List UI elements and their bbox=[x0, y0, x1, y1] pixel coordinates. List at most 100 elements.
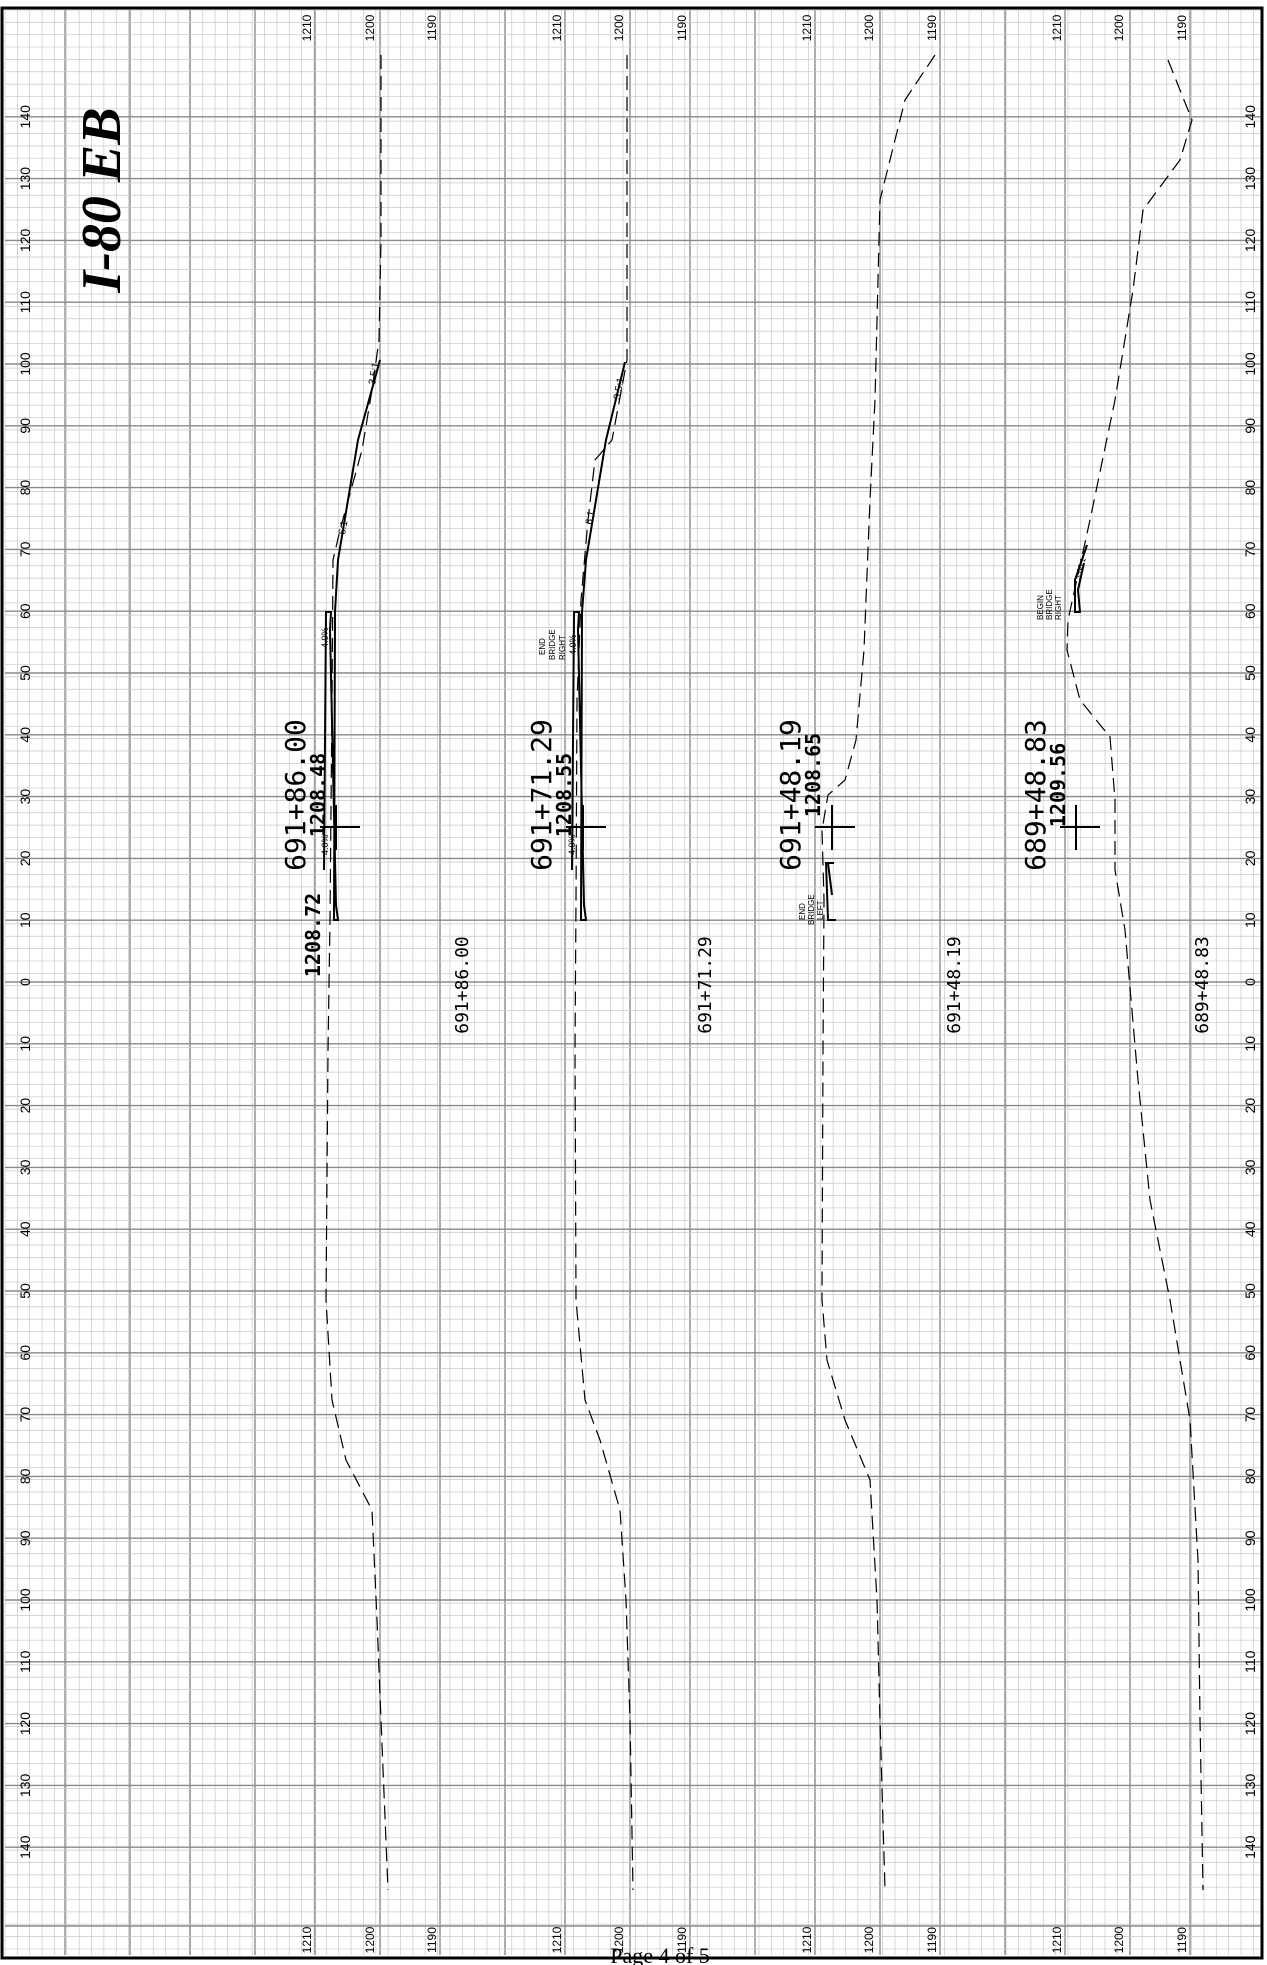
elevation-ticks: 1210 1210 1200 1200 1190 1190 1210 1210 1200 1200… bbox=[300, 14, 1189, 1953]
elevation-tick-label: 1190 bbox=[675, 1927, 689, 1953]
note-3a: END bbox=[798, 903, 807, 920]
offset-tick-label: 120 bbox=[17, 229, 33, 253]
sheet-border bbox=[0, 6, 1264, 1960]
offset-tick-label: 70 bbox=[1242, 1407, 1258, 1423]
centerline-mark-1 bbox=[320, 805, 360, 850]
offset-tick-label: 50 bbox=[17, 665, 33, 681]
elevation-tick-label: 1190 bbox=[925, 1927, 939, 1953]
elevation-tick-label: 1210 bbox=[550, 1926, 564, 1953]
slope-label-2a: 3.5:1 bbox=[612, 376, 627, 400]
offset-tick-label: 20 bbox=[17, 850, 33, 866]
elevation-tick-label: 1190 bbox=[425, 1927, 439, 1953]
offset-tick-label: 0 bbox=[1242, 978, 1258, 986]
offset-tick-label: 90 bbox=[1242, 418, 1258, 434]
elevation-tick-label: 1200 bbox=[1112, 14, 1126, 41]
proposed-section-2 bbox=[571, 361, 626, 921]
elevation-tick-label: 1200 bbox=[612, 14, 626, 41]
center-elev-3: 1208.65 bbox=[801, 733, 825, 817]
offset-tick-label: 80 bbox=[17, 480, 33, 496]
offset-tick-label: 70 bbox=[17, 1407, 33, 1423]
elevation-tick-label: 1190 bbox=[1175, 1927, 1189, 1953]
offset-tick-label: 120 bbox=[1242, 229, 1258, 253]
offset-tick-label: 140 bbox=[17, 1835, 33, 1859]
slope-label-1c: 4.0% bbox=[320, 627, 330, 648]
offset-tick-label: 40 bbox=[17, 1221, 33, 1237]
station-1: 691+86.00 bbox=[279, 719, 312, 871]
proposed-section-4 bbox=[1074, 544, 1088, 613]
existing-ground-line-4 bbox=[1066, 59, 1204, 1891]
offset-tick-label: 80 bbox=[17, 1468, 33, 1484]
centerline-mark-4 bbox=[1060, 805, 1100, 850]
slope-label-1a: 3.5:1 bbox=[367, 361, 382, 385]
elevation-tick-label: 1200 bbox=[363, 14, 377, 41]
offset-tick-label: 60 bbox=[17, 1345, 33, 1361]
elevation-tick-label: 1200 bbox=[612, 1926, 626, 1953]
note-4b: BRIDGE bbox=[1045, 589, 1054, 620]
offset-tick-label: 90 bbox=[1242, 1530, 1258, 1546]
offset-tick-label: 130 bbox=[17, 1774, 33, 1798]
elevation-tick-label: 1210 bbox=[800, 1926, 814, 1953]
center-elev-4: 1209.56 bbox=[1046, 743, 1070, 827]
offset-tick-label: 30 bbox=[17, 789, 33, 805]
offset-tick-label: 130 bbox=[17, 167, 33, 191]
offset-tick-label: 100 bbox=[17, 1588, 33, 1612]
elevation-tick-label: 1190 bbox=[1175, 15, 1189, 41]
section-3: 691+48.19 1208.65 END BRIDGE LEFT 691+48… bbox=[774, 54, 965, 1891]
offset-tick-label: 140 bbox=[1242, 1835, 1258, 1859]
bottom-station-3: 691+48.19 bbox=[944, 936, 965, 1034]
offset-tick-label: 20 bbox=[1242, 850, 1258, 866]
offset-tick-label: 90 bbox=[17, 1530, 33, 1546]
center-elev-1: 1208.48 bbox=[306, 753, 330, 837]
bottom-station-1: 691+86.00 bbox=[452, 936, 473, 1034]
offset-tick-label: 20 bbox=[1242, 1098, 1258, 1114]
offset-tick-label: 110 bbox=[1242, 291, 1258, 314]
offset-tick-label: 130 bbox=[1242, 1774, 1258, 1798]
grid bbox=[4, 9, 1262, 1955]
station-3: 691+48.19 bbox=[774, 719, 807, 871]
elevation-tick-label: 1200 bbox=[363, 1926, 377, 1953]
bottom-station-4: 689+48.83 bbox=[1192, 936, 1213, 1034]
slope-label-1b: 6:1 bbox=[337, 519, 350, 535]
slope-label-2d: 4.0% bbox=[567, 834, 577, 855]
offset-tick-label: 20 bbox=[17, 1098, 33, 1114]
centerline-mark-3 bbox=[815, 805, 855, 850]
offset-tick-label: 10 bbox=[1242, 1036, 1258, 1052]
offset-tick-label: 30 bbox=[1242, 1159, 1258, 1175]
offset-tick-label: 40 bbox=[1242, 727, 1258, 743]
elevation-tick-label: 1190 bbox=[425, 15, 439, 41]
offset-tick-label: 60 bbox=[17, 603, 33, 619]
offset-tick-label: 90 bbox=[17, 418, 33, 434]
offset-tick-label: 110 bbox=[17, 291, 33, 314]
offset-tick-label: 70 bbox=[1242, 541, 1258, 557]
offset-tick-label: 60 bbox=[1242, 1345, 1258, 1361]
elevation-tick-label: 1190 bbox=[675, 15, 689, 41]
slope-label-1d: 4.0% bbox=[320, 834, 330, 855]
elevation-tick-label: 1210 bbox=[800, 14, 814, 41]
offset-tick-label: 80 bbox=[1242, 480, 1258, 496]
existing-ground-line-1 bbox=[325, 55, 389, 1891]
offset-tick-label: 0 bbox=[17, 978, 33, 986]
offset-tick-label: 110 bbox=[1242, 1650, 1258, 1673]
offset-tick-label: 140 bbox=[17, 105, 33, 129]
section-1: 691+86.00 1208.48 1208.72 3.5:1 6:1 4.0%… bbox=[279, 55, 473, 1891]
centerline-mark-2 bbox=[566, 805, 606, 850]
offset-tick-label: 40 bbox=[1242, 1221, 1258, 1237]
elevation-tick-label: 1200 bbox=[862, 14, 876, 41]
offset-tick-label: 50 bbox=[17, 1283, 33, 1299]
center-elev-2: 1208.55 bbox=[552, 753, 576, 837]
elevation-tick-label: 1190 bbox=[925, 15, 939, 41]
offset-tick-label: 130 bbox=[1242, 167, 1258, 191]
edge-elev-1: 1208.72 bbox=[301, 893, 325, 977]
offset-tick-label: 100 bbox=[1242, 1588, 1258, 1612]
note-3b: BRIDGE bbox=[807, 894, 816, 925]
offset-tick-label: 120 bbox=[1242, 1712, 1258, 1736]
elevation-tick-label: 1200 bbox=[862, 1926, 876, 1953]
offset-tick-label: 120 bbox=[17, 1712, 33, 1736]
elevation-tick-label: 1210 bbox=[300, 14, 314, 41]
offset-tick-label: 50 bbox=[1242, 665, 1258, 681]
note-2c: RIGHT bbox=[558, 635, 567, 660]
note-4c: RIGHT bbox=[1054, 595, 1063, 620]
elevation-tick-label: 1200 bbox=[1112, 1926, 1126, 1953]
